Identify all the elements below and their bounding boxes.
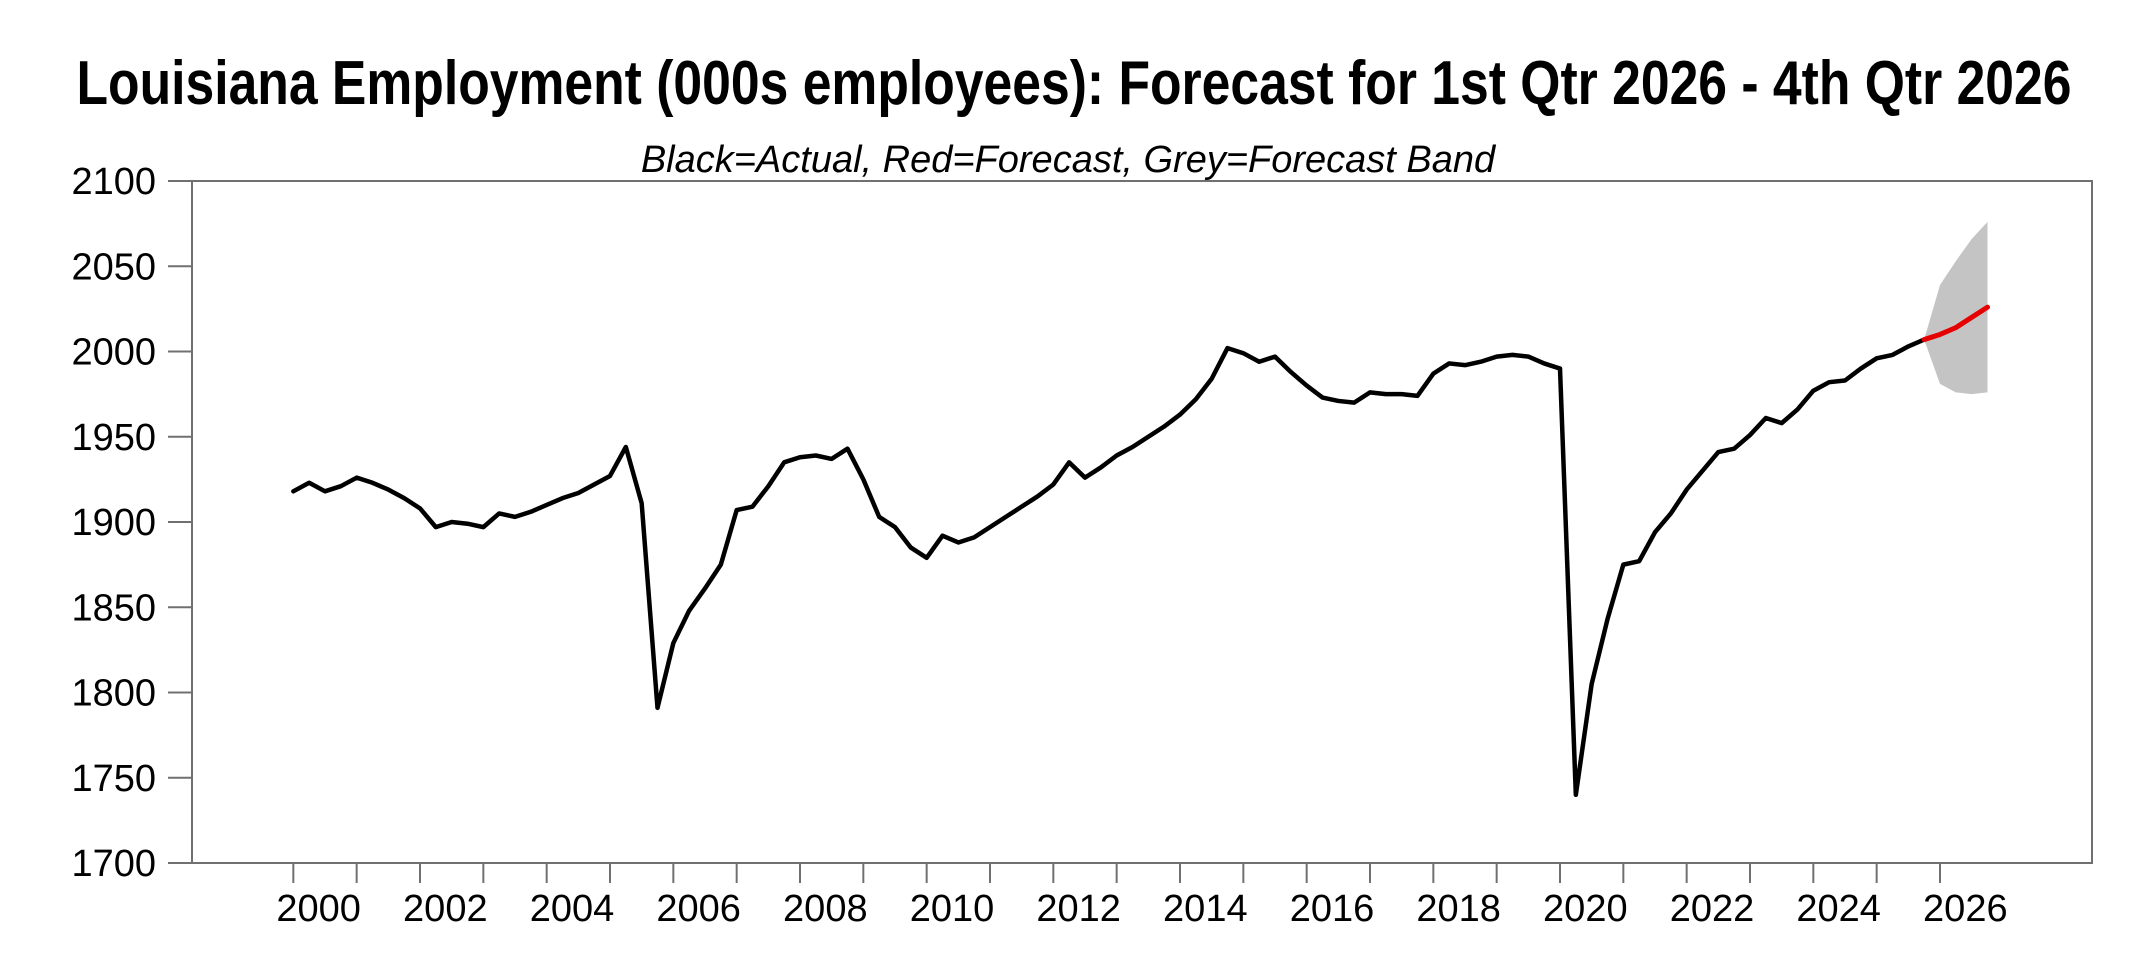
y-tick-label-1900: 1900 [71, 502, 156, 544]
x-tick-label-2004: 2004 [530, 888, 615, 930]
actual-series-line [291, 337, 1927, 798]
x-tick-label-2014: 2014 [1163, 888, 1248, 930]
y-tick-label-2000: 2000 [71, 332, 156, 374]
x-tick-label-2008: 2008 [783, 888, 868, 930]
x-tick-label-2006: 2006 [656, 888, 741, 930]
y-tick-label-2100: 2100 [71, 161, 156, 203]
chart-subtitle: Black=Actual, Red=Forecast, Grey=Forecas… [641, 139, 1497, 181]
y-tick-label-1950: 1950 [71, 417, 156, 459]
x-tick-label-2010: 2010 [910, 888, 995, 930]
forecast-series-line [1921, 304, 1990, 343]
forecast-band-area [1924, 221, 1988, 395]
y-tick-label-1800: 1800 [71, 673, 156, 715]
x-tick-label-2002: 2002 [403, 888, 488, 930]
x-tick-label-2016: 2016 [1290, 888, 1375, 930]
plot-frame [191, 180, 2093, 864]
y-tick-label-1850: 1850 [71, 587, 156, 629]
x-tick-label-2012: 2012 [1036, 888, 1121, 930]
x-tick-label-2018: 2018 [1416, 888, 1501, 930]
axis-layer: 1700 1750 1800 1850 1900 1950 2000 2050 2100 2000… [71, 161, 2007, 930]
x-tick-label-2020: 2020 [1543, 888, 1628, 930]
series-layer [291, 304, 1990, 798]
y-tick-label-1700: 1700 [71, 843, 156, 885]
x-tick-label-2026: 2026 [1923, 888, 2008, 930]
x-tick-label-2024: 2024 [1796, 888, 1881, 930]
chart-title: Louisiana Employment (000s employees): F… [77, 49, 2072, 118]
x-tick-label-2000: 2000 [276, 888, 361, 930]
y-tick-label-2050: 2050 [71, 246, 156, 288]
y-tick-label-1750: 1750 [71, 758, 156, 800]
forecast-band-layer [1924, 221, 1988, 395]
x-tick-label-2022: 2022 [1670, 888, 1755, 930]
